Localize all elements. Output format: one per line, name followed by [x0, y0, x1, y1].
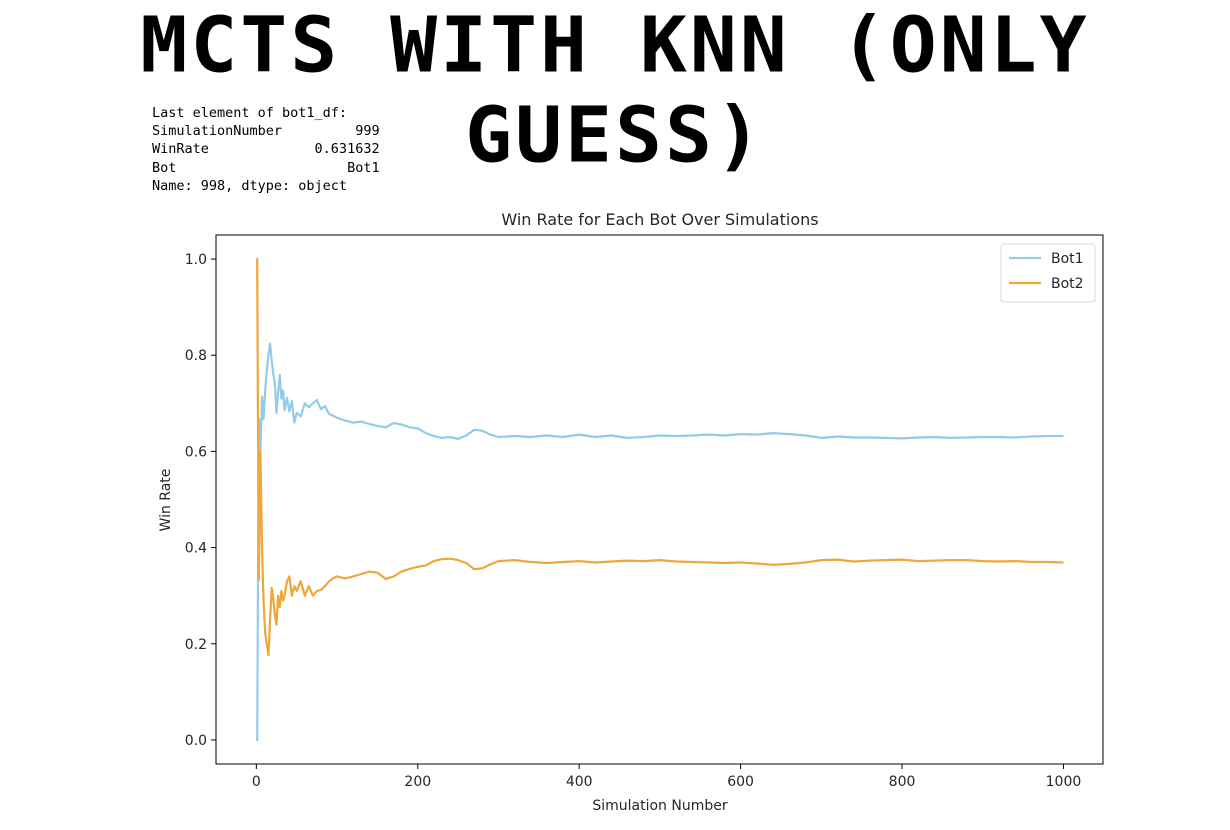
- y-tick-label: 0.6: [185, 444, 207, 460]
- x-tick-label: 1000: [1046, 774, 1082, 790]
- legend-label: Bot1: [1051, 251, 1084, 267]
- console-line: WinRate 0.631632: [152, 141, 380, 158]
- y-tick-label: 1.0: [185, 252, 207, 268]
- y-tick-label: 0.4: [185, 541, 207, 557]
- chart-legend: Bot1 Bot2: [1000, 243, 1096, 303]
- x-tick-label: 400: [566, 774, 593, 790]
- x-axis: 0 200 400 600 800 1000: [252, 764, 1081, 790]
- y-axis-label: Win Rate: [158, 469, 174, 532]
- x-tick-label: 200: [404, 774, 431, 790]
- y-tick-label: 0.2: [185, 637, 207, 653]
- plot-frame: [215, 234, 1104, 765]
- legend-label: Bot2: [1051, 276, 1084, 292]
- page-heading: MCTS WITH KNN (ONLY GUESS): [140, 1, 1090, 181]
- series-line-bot2: [256, 257, 1064, 657]
- console-line: Bot Bot1: [152, 159, 380, 176]
- console-line: SimulationNumber 999: [152, 123, 380, 140]
- series-line-bot1: [256, 342, 1064, 742]
- chart-title: Win Rate for Each Bot Over Simulations: [501, 210, 818, 229]
- y-tick-label: 0.0: [185, 733, 207, 749]
- x-tick-label: 600: [727, 774, 754, 790]
- x-tick-label: 0: [252, 774, 261, 790]
- console-line: Last element of bot1_df:: [152, 105, 348, 121]
- console-line: Name: 998, dtype: object: [152, 177, 348, 194]
- x-axis-label: Simulation Number: [592, 798, 728, 814]
- y-axis: 0.0 0.2 0.4 0.6 0.8 1.0: [185, 252, 216, 749]
- series-layer: [256, 257, 1064, 742]
- y-tick-label: 0.8: [185, 348, 207, 364]
- x-tick-label: 800: [889, 774, 916, 790]
- console-output: Last element of bot1_df: SimulationNumbe…: [152, 104, 380, 195]
